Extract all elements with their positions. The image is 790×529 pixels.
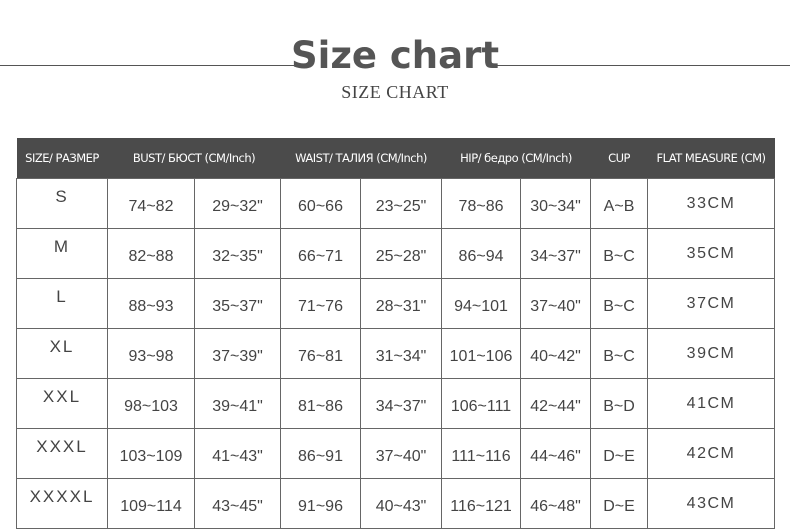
cell-flat-measure: 33CM [647,178,776,229]
page-subtitle: SIZE CHART [341,82,449,102]
cell-waist-inch: 40~43" [359,478,443,529]
cell-cup: B~C [590,278,649,329]
cell-waist-cm: 66~71 [280,228,361,279]
cell-size: XXXXL [16,478,108,529]
cell-flat-measure: 35CM [647,228,776,279]
cell-waist-cm: 91~96 [280,478,361,529]
cell-size: XL [16,328,108,379]
cell-bust-cm: 74~82 [107,178,195,229]
cell-cup: A~B [590,178,649,229]
cell-waist-inch: 34~37" [359,378,443,429]
title-rule-right [496,65,790,66]
cell-bust-cm: 82~88 [107,228,195,279]
cell-cup: D~E [590,478,649,529]
cell-hip-inch: 30~34" [520,178,592,229]
table-row: XXXL 103~109 41~43" 86~91 37~40" 111~116 44~46… [16,428,776,479]
cell-bust-inch: 39~41" [194,378,281,429]
cell-size: XXL [16,378,108,429]
cell-hip-inch: 44~46" [520,428,592,479]
cell-bust-cm: 98~103 [107,378,195,429]
table-row: S 74~82 29~32" 60~66 23~25" 78~86 30~34" A~B 33C… [16,178,776,229]
cell-hip-cm: 94~101 [441,278,522,329]
cell-size: XXXL [16,428,108,479]
table-row: XXL 98~103 39~41" 81~86 34~37" 106~111 42~44" B… [16,378,776,429]
cell-waist-cm: 76~81 [280,328,361,379]
table-row: XL 93~98 37~39" 76~81 31~34" 101~106 40~42" B~C… [16,328,776,379]
cell-size: M [16,228,108,279]
header-row: SIZE/ РАЗМЕР BUST/ БЮСТ (CM/Inch) WAIST/… [16,138,775,179]
cell-cup: B~C [590,328,649,379]
cell-flat-measure: 41CM [647,378,776,429]
cell-hip-inch: 42~44" [520,378,592,429]
cell-cup: B~D [590,378,649,429]
cell-hip-cm: 101~106 [441,328,522,379]
cell-bust-inch: 41~43" [194,428,281,479]
header-hip: HIP/ бедро (CM/Inch) [441,138,591,179]
table-row: L 88~93 35~37" 71~76 28~31" 94~101 37~40" B~C 37… [16,278,776,329]
table-row: M 82~88 32~35" 66~71 25~28" 86~94 34~37" B~C 35C… [16,228,776,279]
header-bust: BUST/ БЮСТ (CM/Inch) [107,138,281,179]
cell-waist-inch: 31~34" [359,328,443,379]
table-row: XXXXL 109~114 43~45" 91~96 40~43" 116~121 46~4… [16,478,776,529]
cell-bust-cm: 93~98 [107,328,195,379]
cell-bust-inch: 35~37" [194,278,281,329]
cell-hip-inch: 40~42" [520,328,592,379]
cell-waist-inch: 37~40" [359,428,443,479]
cell-cup: B~C [590,228,649,279]
cell-hip-inch: 46~48" [520,478,592,529]
cell-cup: D~E [590,428,649,479]
cell-hip-inch: 37~40" [520,278,592,329]
cell-hip-cm: 106~111 [441,378,522,429]
cell-flat-measure: 37CM [647,278,776,329]
cell-waist-inch: 28~31" [359,278,443,329]
cell-hip-cm: 86~94 [441,228,522,279]
cell-hip-cm: 111~116 [441,428,522,479]
header-cup: CUP [590,138,648,179]
header-size: SIZE/ РАЗМЕР [16,138,108,179]
cell-waist-cm: 81~86 [280,378,361,429]
cell-waist-cm: 71~76 [280,278,361,329]
cell-bust-inch: 37~39" [194,328,281,379]
header-waist: WAIST/ ТАЛИЯ (CM/Inch) [280,138,442,179]
cell-flat-measure: 43CM [647,478,776,529]
cell-bust-inch: 29~32" [194,178,281,229]
cell-waist-cm: 86~91 [280,428,361,479]
cell-bust-inch: 32~35" [194,228,281,279]
cell-bust-cm: 103~109 [107,428,195,479]
cell-flat-measure: 39CM [647,328,776,379]
cell-waist-cm: 60~66 [280,178,361,229]
cell-bust-inch: 43~45" [194,478,281,529]
cell-hip-inch: 34~37" [520,228,592,279]
cell-bust-cm: 88~93 [107,278,195,329]
cell-size: L [16,278,108,329]
header-flat-measure: FLAT MEASURE (CM) [647,138,775,179]
cell-waist-inch: 23~25" [359,178,443,229]
cell-flat-measure: 42CM [647,428,776,479]
cell-hip-cm: 78~86 [441,178,522,229]
cell-waist-inch: 25~28" [359,228,443,279]
title-rule-left [0,65,295,66]
cell-bust-cm: 109~114 [107,478,195,529]
size-table: SIZE/ РАЗМЕР BUST/ БЮСТ (CM/Inch) WAIST/… [16,138,776,529]
cell-size: S [16,178,108,229]
page-title: Size chart [290,34,500,77]
cell-hip-cm: 116~121 [441,478,522,529]
